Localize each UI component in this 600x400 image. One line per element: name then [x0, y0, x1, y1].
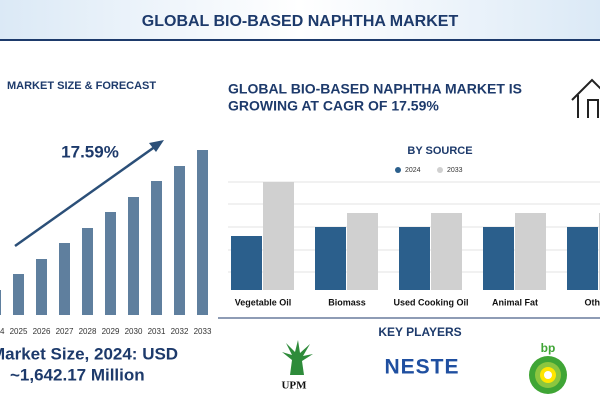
bar: [174, 166, 185, 315]
banner: [0, 0, 600, 40]
x-tick-label: 2028: [79, 327, 97, 336]
bp-logo: [529, 356, 567, 394]
x-tick-label: 2029: [102, 327, 120, 336]
cagr-annotation: 17.59%: [61, 142, 119, 161]
legend-label: 2024: [405, 167, 421, 174]
bar: [151, 181, 162, 315]
arrow-head: [149, 140, 164, 152]
x-tick-label: Biomass: [328, 297, 366, 307]
house-icon: [571, 78, 600, 118]
x-tick-label: 2032: [171, 327, 189, 336]
x-tick-label: Vegetable Oil: [235, 297, 292, 307]
logo-text: NESTE: [384, 356, 459, 379]
bar: [59, 243, 70, 315]
bar: [315, 227, 346, 290]
chart-title: MARKET SIZE & FORECAST: [7, 80, 156, 92]
legend-swatch: [437, 167, 443, 173]
bar: [347, 213, 378, 290]
bar: [0, 290, 1, 315]
x-tick-label: 2030: [125, 327, 143, 336]
market-size-note: Market Size, 2024: USD: [0, 344, 178, 363]
upm-logo: [282, 340, 313, 375]
bar: [36, 259, 47, 315]
page-title: GLOBAL BIO-BASED NAPHTHA MARKET: [142, 13, 459, 30]
bar: [197, 150, 208, 315]
logo-text: UPM: [281, 380, 307, 392]
x-tick-label: Animal Fat: [492, 297, 538, 307]
legend-label: 2033: [447, 167, 463, 174]
bar: [399, 227, 430, 290]
x-tick-label: Used Cooking Oil: [393, 297, 468, 307]
logo-text: bp: [541, 341, 556, 355]
bar: [263, 182, 294, 290]
bar: [567, 227, 598, 290]
bar: [515, 213, 546, 290]
chart-title: BY SOURCE: [407, 145, 472, 157]
bar: [128, 197, 139, 315]
x-tick-label: 2025: [10, 327, 28, 336]
key-players-title: KEY PLAYERS: [378, 325, 461, 339]
bar: [431, 213, 462, 290]
headline: GROWING AT CAGR OF 17.59%: [228, 98, 439, 114]
bar: [483, 227, 514, 290]
x-tick-label: 2027: [56, 327, 74, 336]
market-size-note: ~1,642.17 Million: [10, 365, 145, 384]
growth-arrow: [14, 144, 157, 248]
headline: GLOBAL BIO-BASED NAPHTHA MARKET IS: [228, 81, 522, 97]
x-tick-label: 2033: [194, 327, 212, 336]
legend-swatch: [395, 167, 401, 173]
bar: [105, 212, 116, 315]
x-tick-label: 2026: [33, 327, 51, 336]
x-tick-label: 2031: [148, 327, 166, 336]
bar: [82, 228, 93, 315]
x-tick-label: Others: [584, 297, 600, 307]
bar: [13, 274, 24, 315]
x-tick-label: 2024: [0, 327, 5, 336]
bar: [231, 236, 262, 290]
